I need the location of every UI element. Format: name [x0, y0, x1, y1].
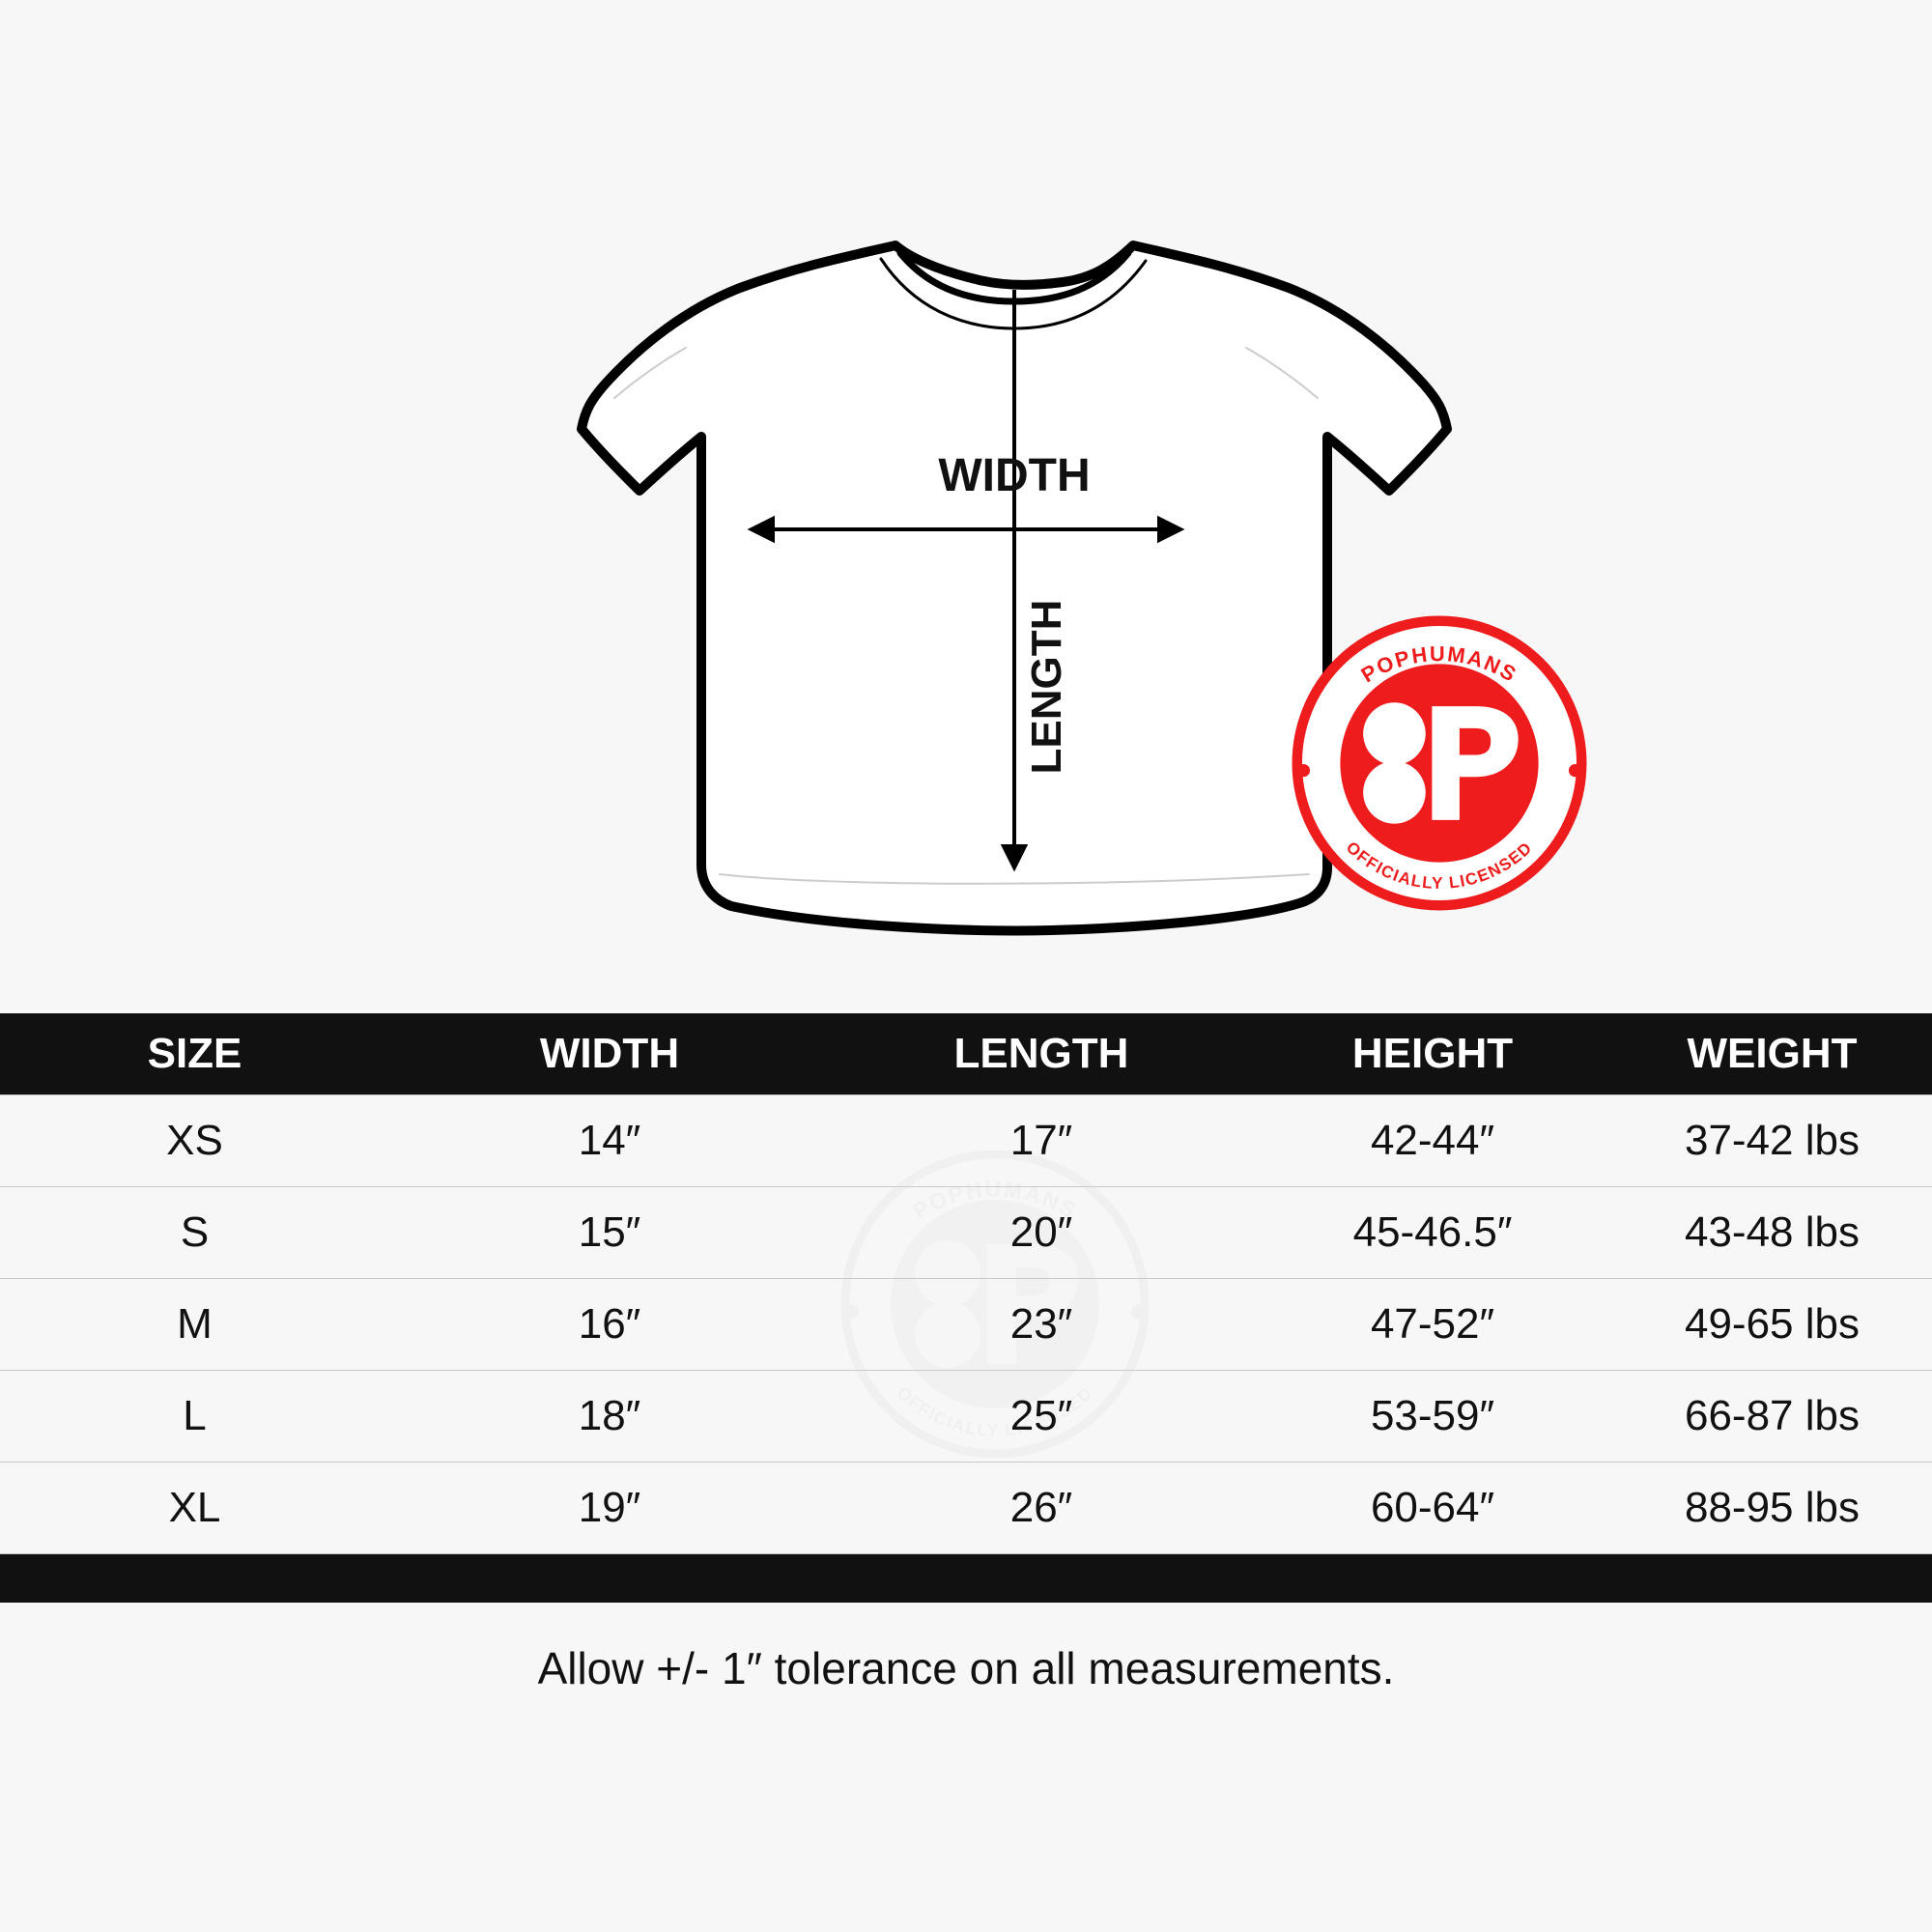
- svg-text:WIDTH: WIDTH: [938, 450, 1090, 501]
- svg-text:LENGTH: LENGTH: [1023, 600, 1070, 775]
